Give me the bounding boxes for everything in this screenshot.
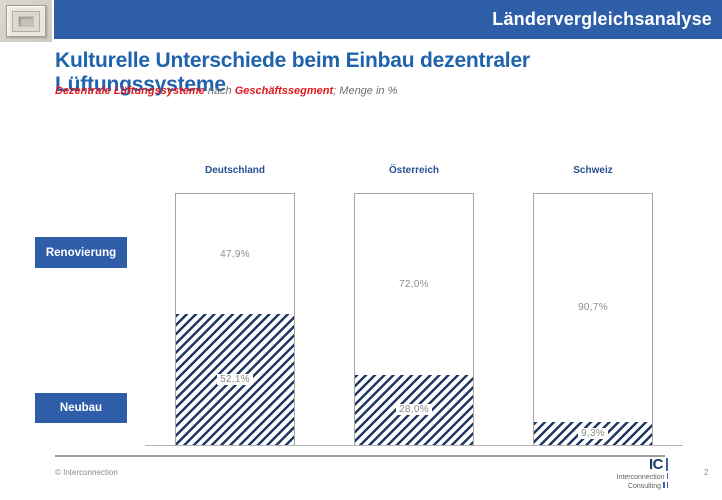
diffuser-center (18, 15, 34, 27)
bar-segment-neubau: 9,3% (534, 421, 652, 445)
x-axis-line (145, 445, 683, 446)
category-label: Schweiz (573, 165, 613, 176)
logo-monogram-row: IC (617, 456, 668, 473)
category-label: Österreich (388, 165, 440, 176)
legend-renovierung: Renovierung (35, 237, 127, 268)
bar-segment-neubau: 28,0% (355, 374, 473, 445)
bar-segment-renovierung: 47,9% (176, 194, 294, 315)
bar-segment-renovierung: 72,0% (355, 194, 473, 375)
value-label: 28,0% (396, 404, 432, 416)
page-number: 2 (704, 468, 709, 477)
logo-line1-text: Interconnection (616, 474, 665, 482)
legend-neubau: Neubau (35, 393, 127, 423)
logo-smallbar-icon (666, 473, 668, 480)
logo-line1: Interconnection (617, 473, 668, 482)
diffuser-middle-frame (12, 10, 40, 32)
subtitle-product: Dezentrale Lüftungssysteme (55, 85, 205, 97)
bar-segment-renovierung: 90,7% (534, 194, 652, 422)
logo-line2: Consulting (617, 482, 668, 491)
logo-smallbar2-icon (663, 482, 665, 489)
logo-line2-text: Consulting (627, 483, 661, 491)
stacked-bar: 47,9% 52,1% (175, 193, 295, 446)
value-label: 90,7% (578, 302, 608, 314)
header-title: Ländervergleichsanalyse (492, 9, 712, 29)
logo-ic-monogram: IC (649, 456, 664, 473)
stacked-bar: 72,0% 28,0% (354, 193, 474, 446)
subtitle-connector: nach (204, 85, 235, 97)
value-label: 47,9% (220, 248, 250, 260)
subtitle-dimension: Geschäftssegment (234, 85, 334, 97)
subtitle: Dezentrale Lüftungssysteme nach Geschäft… (55, 85, 397, 97)
value-label: 52,1% (217, 374, 253, 386)
ventilation-diffuser-photo (0, 0, 54, 42)
value-label: 9,3% (578, 427, 608, 439)
footer-divider (55, 455, 665, 457)
copyright-text: © Interconnection (55, 468, 118, 477)
value-label: 72,0% (399, 278, 429, 290)
logo-bar-icon (666, 458, 668, 472)
header-band: Ländervergleichsanalyse (0, 0, 722, 39)
page-title: Kulturelle Unterschiede beim Einbau deze… (55, 49, 530, 96)
chart-column-schweiz: Schweiz 90,7% 9,3% (533, 165, 653, 446)
interconnection-logo: IC Interconnection Consulting (617, 456, 668, 491)
chart-column-sterreich: Österreich 72,0% 28,0% (354, 165, 474, 446)
stacked-bar: 90,7% 9,3% (533, 193, 653, 446)
category-label: Deutschland (204, 165, 265, 176)
logo-smallbar3-icon (666, 482, 668, 489)
bar-segment-neubau: 52,1% (176, 314, 294, 445)
chart-column-deutschland: Deutschland 47,9% 52,1% (175, 165, 295, 446)
subtitle-unit: ; Menge in % (333, 85, 398, 97)
diffuser-outer-frame (6, 5, 46, 37)
